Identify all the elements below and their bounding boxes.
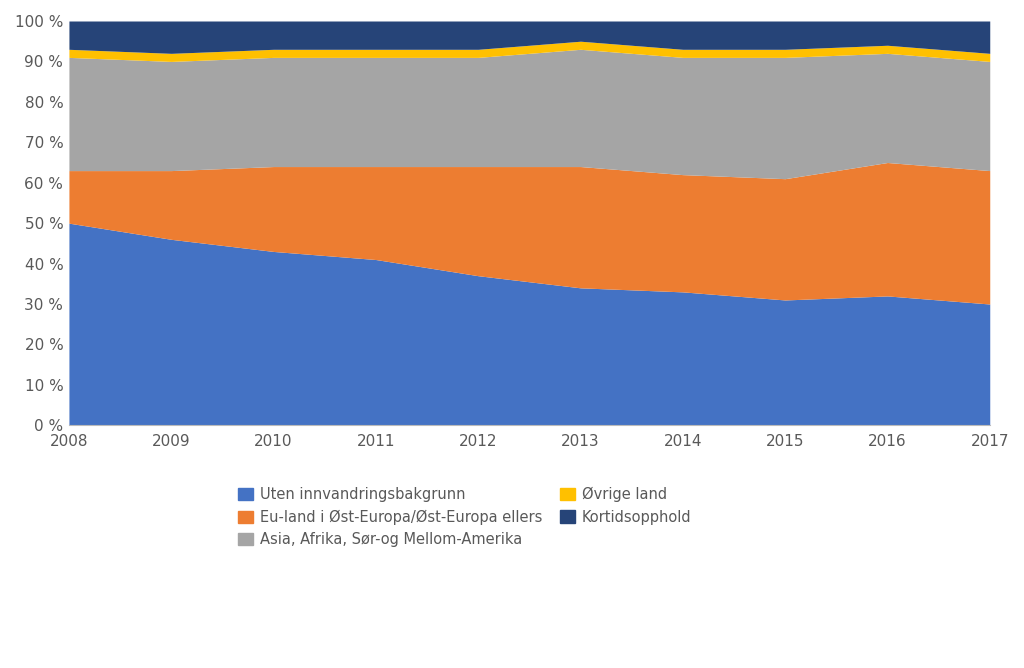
Legend: Uten innvandringsbakgrunn, Eu-land i Øst-Europa/Øst-Europa ellers, Asia, Afrika,: Uten innvandringsbakgrunn, Eu-land i Øst… bbox=[232, 481, 697, 553]
